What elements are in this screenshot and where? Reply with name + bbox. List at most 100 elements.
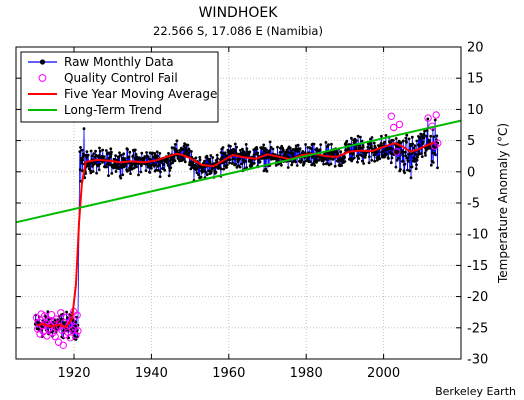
raw-data-point xyxy=(121,173,125,177)
raw-data-point xyxy=(370,158,374,162)
raw-data-point xyxy=(391,139,395,142)
raw-data-point xyxy=(399,141,403,144)
raw-data-point xyxy=(232,157,236,161)
y-tick-label: -30 xyxy=(467,353,488,368)
x-tick-label: 1980 xyxy=(290,366,323,381)
raw-data-point xyxy=(384,134,388,137)
raw-data-point xyxy=(362,162,365,165)
qc-fail-point xyxy=(390,123,398,132)
raw-data-point xyxy=(304,143,307,146)
raw-data-point xyxy=(78,150,82,154)
x-tick-label: 1940 xyxy=(135,366,168,381)
raw-data-point xyxy=(404,154,407,158)
raw-data-point xyxy=(429,163,433,167)
raw-data-point xyxy=(127,169,131,172)
raw-data-point xyxy=(268,140,272,144)
raw-data-point xyxy=(271,147,275,151)
raw-data-point xyxy=(413,152,417,156)
raw-data-point xyxy=(418,138,422,141)
raw-data-point xyxy=(98,146,101,150)
raw-data-point xyxy=(247,152,251,156)
raw-data-point xyxy=(94,154,98,157)
raw-data-point xyxy=(431,161,435,164)
raw-data-point xyxy=(101,148,105,152)
raw-data-point xyxy=(411,142,414,146)
raw-data-point xyxy=(322,162,325,166)
raw-data-point xyxy=(326,158,330,162)
series-layer xyxy=(15,111,462,349)
raw-data-point xyxy=(336,152,340,156)
raw-data-point xyxy=(345,139,349,143)
raw-data-point xyxy=(93,162,97,165)
qc-fail-point xyxy=(68,326,77,334)
raw-data-point xyxy=(98,162,102,166)
raw-data-point xyxy=(228,158,232,162)
raw-data-point xyxy=(327,143,330,147)
raw-data-point xyxy=(120,153,123,157)
raw-data-point xyxy=(109,147,113,151)
raw-data-point xyxy=(131,154,135,158)
raw-data-point xyxy=(252,161,256,165)
raw-data-point xyxy=(330,142,333,146)
raw-data-point xyxy=(295,164,299,167)
ticks: 1920 1940 1960 1980 2000 -30 -25 -20 -15 -10 -5 0 5 1… xyxy=(16,41,488,381)
raw-data-point xyxy=(204,170,208,174)
raw-data-point xyxy=(86,153,90,157)
raw-data-point xyxy=(425,129,429,132)
raw-data-point xyxy=(378,157,382,161)
raw-data-point xyxy=(169,166,173,170)
y-tick-label: 20 xyxy=(467,41,484,56)
y-tick-label: -15 xyxy=(467,259,488,274)
raw-data-point xyxy=(377,155,381,159)
raw-data-point xyxy=(184,146,188,150)
raw-data-point xyxy=(415,163,418,167)
raw-data-point xyxy=(84,172,88,175)
raw-data-point xyxy=(423,129,426,133)
qc-fail-point xyxy=(32,314,41,322)
raw-data-point xyxy=(233,149,237,153)
y-tick-label: -20 xyxy=(467,290,488,305)
raw-data-point xyxy=(265,169,269,173)
raw-data-point xyxy=(358,144,362,148)
raw-data-point xyxy=(109,155,112,159)
raw-data-point xyxy=(127,155,131,159)
raw-data-point xyxy=(360,139,364,143)
raw-data-point xyxy=(343,155,346,159)
raw-data-point xyxy=(262,149,266,153)
raw-data-point xyxy=(403,162,407,166)
raw-data-point xyxy=(244,143,248,146)
raw-data-point xyxy=(80,161,84,165)
raw-data-point xyxy=(208,160,212,164)
qc-fail-point xyxy=(47,311,56,319)
raw-data-point xyxy=(82,127,86,131)
raw-data-point xyxy=(183,160,187,164)
raw-data-point xyxy=(182,158,186,161)
raw-data-point xyxy=(156,154,160,158)
raw-data-point xyxy=(117,167,120,171)
qc-fail-point xyxy=(51,332,59,341)
raw-data-point xyxy=(421,140,425,144)
raw-data-point xyxy=(163,168,167,172)
legend: Raw Monthly Data Quality Control Fail Fi… xyxy=(20,51,219,123)
raw-data-point xyxy=(350,136,353,140)
raw-data-point xyxy=(118,151,121,155)
chart-subtitle: 22.566 S, 17.086 E (Namibia) xyxy=(153,24,323,38)
raw-data-point xyxy=(285,154,289,158)
raw-data-point xyxy=(331,157,335,161)
raw-data-point xyxy=(144,169,148,173)
raw-data-point xyxy=(151,151,154,155)
raw-data-point xyxy=(187,147,191,151)
raw-data-point xyxy=(208,157,211,161)
raw-data-point xyxy=(74,320,78,324)
raw-data-point xyxy=(229,144,232,148)
x-tick-label: 1960 xyxy=(212,366,245,381)
raw-data-point xyxy=(312,142,316,146)
raw-data-point xyxy=(216,157,219,161)
raw-data-point xyxy=(422,136,426,140)
raw-data-point xyxy=(313,164,316,167)
raw-data-point xyxy=(356,160,359,164)
raw-data-point xyxy=(290,163,294,167)
qc-fail-point xyxy=(39,327,48,336)
raw-data-point xyxy=(145,151,149,154)
legend-ma-label: Five Year Moving Average xyxy=(64,87,217,101)
